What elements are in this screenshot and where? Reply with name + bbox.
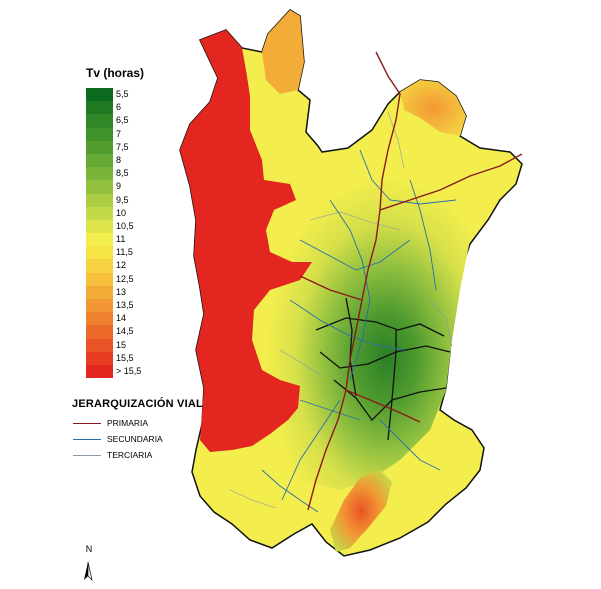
tertiary-road-swatch [73,454,101,456]
legend-swatch [86,127,113,141]
legend-class-label: 6,5 [116,115,129,126]
legend-swatch [86,246,113,260]
secondary-road-swatch [73,438,101,440]
legend-class-label: 6 [116,102,122,113]
legend-class-label: 9 [116,181,122,192]
tertiary-roads [229,111,453,509]
legend-class-label: 15 [116,339,127,350]
legend-swatch [86,299,113,313]
legend-swatch [86,233,113,247]
legend-class-label: > 15,5 [116,365,142,376]
legend-swatch [86,206,113,220]
legend-swatch [86,338,113,352]
legend-class-label: 14,5 [116,326,134,337]
legend-swatch [86,285,113,299]
legend-class-label: 12,5 [116,273,134,284]
road-legend-tertiary: TERCIARIA [73,448,152,462]
primary-road-label: PRIMARIA [107,418,149,428]
legend-swatch [86,114,113,128]
legend-color-ramp [86,88,113,379]
legend-class-label: 12 [116,260,127,271]
legend-swatch [86,272,113,286]
north-arrow-icon [84,561,93,582]
legend-swatch [86,193,113,207]
road-legend-primary: PRIMARIA [73,416,148,430]
legend-swatch [86,140,113,154]
legend-swatch [86,180,113,194]
north-indicator: N [79,544,99,554]
legend-class-label: 11,5 [116,247,133,258]
legend-class-label: 13,5 [116,300,134,310]
legend-class-label: 10 [116,207,127,218]
northeast-zone [400,80,466,136]
legend-swatch [86,351,113,365]
road-legend-secondary: SECUNDARIA [73,432,163,446]
north-letter: N [85,544,93,554]
legend-swatch [86,167,113,181]
legend-class-label: 9,5 [116,194,129,205]
legend-class-label: 8 [116,154,122,165]
legend-class-label: 13 [116,286,127,297]
legend-class-label: 7,5 [116,141,129,152]
legend-title: Tv (horas) [86,66,145,80]
legend-class-label: 11 [116,234,126,245]
primary-road-swatch [73,422,101,424]
legend-class-label: 8,5 [116,168,129,179]
legend-swatch [86,88,113,102]
legend-swatch [86,259,113,273]
road-legend-title: JERARQUIZACIÓN VIAL [72,398,203,410]
legend-class-label: 10,5 [116,220,134,231]
legend-class-label: 14 [116,313,127,324]
south-zone [330,470,392,552]
legend-swatch [86,325,113,339]
legend-swatch [86,219,113,234]
tertiary-road-label: TERCIARIA [107,450,153,460]
legend-swatch [86,153,113,168]
legend-class-label: 7 [116,128,122,139]
legend-class-label: 15,5 [116,352,134,363]
district-boundaries [315,297,451,441]
legend-swatch [86,101,113,115]
legend-swatch [86,312,113,326]
legend-labels: 5,5 6 6,5 7 7,5 8 8,5 9 9,5 10 10,5 11 11,5 12 12,5 13 1… [116,88,141,378]
legend-swatch [86,364,113,379]
north-tip-zone [262,10,304,94]
primary-roads [299,51,523,511]
west-high-zone [180,30,312,452]
secondary-road-label: SECUNDARIA [107,434,163,444]
legend-class-label: 5,5 [116,89,129,99]
